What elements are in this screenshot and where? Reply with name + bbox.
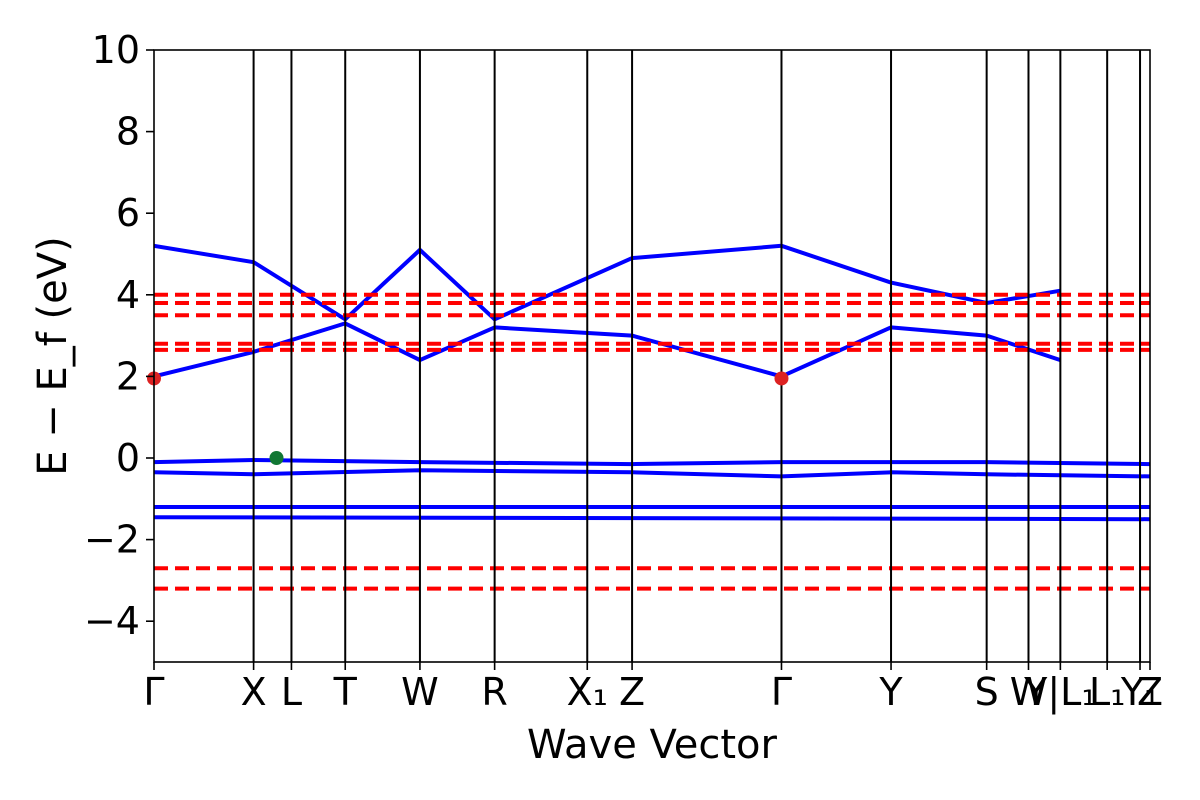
band-solid-0	[154, 321, 1062, 379]
y-tick-label: 2	[116, 354, 140, 398]
y-tick-label: 8	[116, 110, 140, 154]
kpoint-label: Γ	[771, 670, 792, 714]
kpoint-label: Γ	[143, 670, 164, 714]
kpoint-label: Z	[1137, 670, 1163, 714]
kpoint-lines-layer	[252, 50, 1142, 662]
kpoint-label: S	[975, 670, 999, 714]
y-tick-label: 0	[116, 436, 140, 480]
kpoint-label: Y	[878, 670, 903, 714]
y-tick-label: 6	[116, 191, 140, 235]
band-solid-5	[154, 515, 1150, 522]
y-tick-label: −2	[84, 518, 140, 562]
kpoint-label: Z	[619, 670, 645, 714]
kpoint-label: L	[281, 670, 302, 714]
y-axis-ticks: −4 −2 0 2 4 6 8 10	[84, 28, 154, 643]
kpoint-label: X₁	[567, 670, 608, 714]
kpoint-label: Y|L₁	[1023, 670, 1096, 715]
markers-layer	[147, 371, 789, 465]
kpoint-label: Y₁	[1120, 670, 1159, 714]
kpoint-label: X	[241, 670, 267, 714]
band-edge-marker	[774, 371, 789, 386]
y-tick-label: 4	[116, 273, 140, 317]
x-axis-label: Wave Vector	[527, 722, 778, 768]
kpoint-label: L₁	[1089, 670, 1125, 714]
band-solid-3	[154, 468, 1150, 479]
kpoint-label: T	[333, 670, 358, 714]
y-tick-label: −4	[84, 599, 140, 643]
kpoint-label: R	[481, 670, 507, 714]
kpoint-label: W	[1010, 670, 1048, 714]
y-axis-label: E − E_f (eV)	[30, 236, 76, 475]
plot-frame	[153, 49, 1151, 663]
y-tick-label: 10	[92, 28, 140, 72]
band-edge-marker	[269, 451, 284, 465]
kpoint-label: W	[401, 670, 439, 714]
